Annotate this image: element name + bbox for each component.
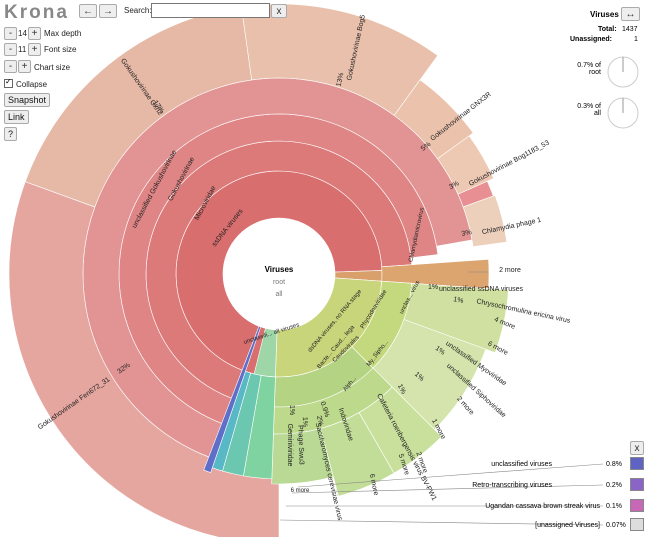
leader-line [297, 463, 604, 488]
center-name: Viruses [265, 265, 294, 274]
label-gokushovirinae-bog5-pct: 13% [336, 72, 346, 87]
details-unassigned-label: Unassigned: [570, 36, 613, 43]
link-button[interactable]: Link [4, 110, 29, 124]
all-percent-line1: 0.3% of [577, 103, 601, 110]
key-item-label: Retro-transcribing viruses [472, 482, 552, 489]
snapshot-button[interactable]: Snapshot [4, 93, 51, 107]
center-hole[interactable] [224, 219, 334, 329]
label-chrysochromulina-pct: 1% [453, 296, 464, 305]
details-total-label: Total: [598, 26, 617, 33]
label-geminiviridae: Geminiviridae [286, 424, 293, 467]
forward-button[interactable]: → [99, 4, 117, 18]
key-item-percent: 0.8% [606, 461, 622, 468]
key-item-swatch[interactable] [630, 478, 644, 491]
key-item-label: Ugandan cassava brown streak virus [485, 503, 600, 510]
all-percent-pie-icon [607, 97, 639, 129]
key-item-swatch[interactable] [630, 518, 644, 531]
details-name: Viruses [590, 10, 619, 19]
collapse-checkbox[interactable]: ✓ [4, 77, 13, 88]
key-item-swatch[interactable] [630, 457, 644, 470]
font-size-increase-button[interactable]: + [28, 43, 41, 56]
slice-chlamydia-phage[interactable] [462, 194, 508, 248]
label-indoviridae-pct: 0.9% [319, 401, 331, 418]
label-unclassified-ssdna-pct: 1% [428, 284, 438, 291]
details-total-value: 1437 [622, 26, 638, 33]
key-close-button[interactable]: x [630, 441, 644, 455]
label-phage-swu3-pct: 1% [301, 417, 308, 427]
label-unclassified-siphoviridae-pct: 1% [413, 371, 425, 383]
logo-text: Krona [4, 2, 69, 23]
back-arrow-icon: ← [83, 6, 93, 17]
root-percent-pie-icon [607, 56, 639, 88]
max-depth-increase-button[interactable]: + [28, 27, 41, 40]
font-size-label: Font size [44, 45, 77, 54]
slice-gokushovirinae-fen672[interactable] [8, 181, 280, 537]
key-item-percent: 0.2% [606, 482, 622, 489]
label-cafeteria-pct: 1% [396, 383, 407, 395]
slice-unclassified-viruses[interactable] [203, 325, 262, 473]
max-depth-decrease-button[interactable]: - [4, 27, 17, 40]
search-clear-button[interactable]: x [271, 4, 287, 18]
key-item-percent: 0.07% [606, 522, 626, 529]
back-button[interactable]: ← [79, 4, 97, 18]
label-unclassified-myoviridae-pct: 1% [434, 345, 446, 357]
root-percent-line1: 0.7% of [577, 62, 601, 69]
key-item-label: unclassified viruses [491, 461, 552, 468]
center-line2: root [273, 279, 285, 286]
key-item-swatch[interactable] [630, 499, 644, 512]
max-depth-label: Max depth [44, 29, 82, 38]
root-percent-line2: root [588, 69, 601, 76]
label-6-more-c: 6 more [291, 488, 310, 494]
label-phage-swu3: Phage Swu3 [296, 425, 304, 465]
leader-line [279, 519, 604, 526]
slice-chrysochromulina[interactable] [403, 282, 509, 354]
font-size-value: 11 [18, 45, 27, 54]
label-gokushovirinae-gnx3r-pct: 5% [420, 141, 432, 153]
expand-icon: ↔ [625, 9, 636, 20]
label-saccharomyces-pct: 2% [315, 415, 324, 426]
label-geminiviridae-pct: 1% [288, 405, 295, 415]
checkmark-icon: ✓ [5, 77, 12, 86]
chart-size-increase-button[interactable]: + [18, 60, 31, 73]
help-button[interactable]: ? [4, 127, 18, 141]
leader-line [291, 484, 604, 494]
key-item-percent: 0.1% [606, 503, 622, 510]
label-unclassified-ssdna: unclassified ssDNA viruses [439, 286, 524, 293]
details-expand-button[interactable]: ↔ [621, 7, 640, 21]
center-line3: all [275, 291, 282, 298]
slice-gokushovirinae-bog5[interactable] [241, 3, 439, 116]
chart-size-decrease-button[interactable]: - [4, 60, 17, 73]
search-input[interactable] [151, 3, 270, 18]
collapse-label: Collapse [16, 80, 48, 89]
label-6-more-b: 6 more [368, 473, 379, 496]
all-percent-text: 0.3% of all [573, 103, 601, 117]
label-2-more: 2 more [499, 267, 521, 274]
label-2-more-b: 2 more [455, 396, 475, 417]
all-percent-line2: all [593, 110, 601, 117]
krona-logo: Krona [4, 2, 69, 24]
key-item-label: [unassigned Viruses] [535, 522, 600, 529]
font-size-decrease-button[interactable]: - [4, 43, 17, 56]
chart-size-label: Chart size [34, 63, 71, 72]
details-unassigned-value: 1 [634, 36, 638, 43]
label-chlamydia-phage-pct: 3% [461, 229, 472, 238]
label-gokushovirinae-bog1183-pct: 3% [448, 180, 460, 191]
search-label: Search: [124, 6, 152, 15]
root-percent-text: 0.7% of root [573, 62, 601, 76]
max-depth-value: 14 [18, 29, 27, 38]
forward-arrow-icon: → [103, 6, 113, 17]
